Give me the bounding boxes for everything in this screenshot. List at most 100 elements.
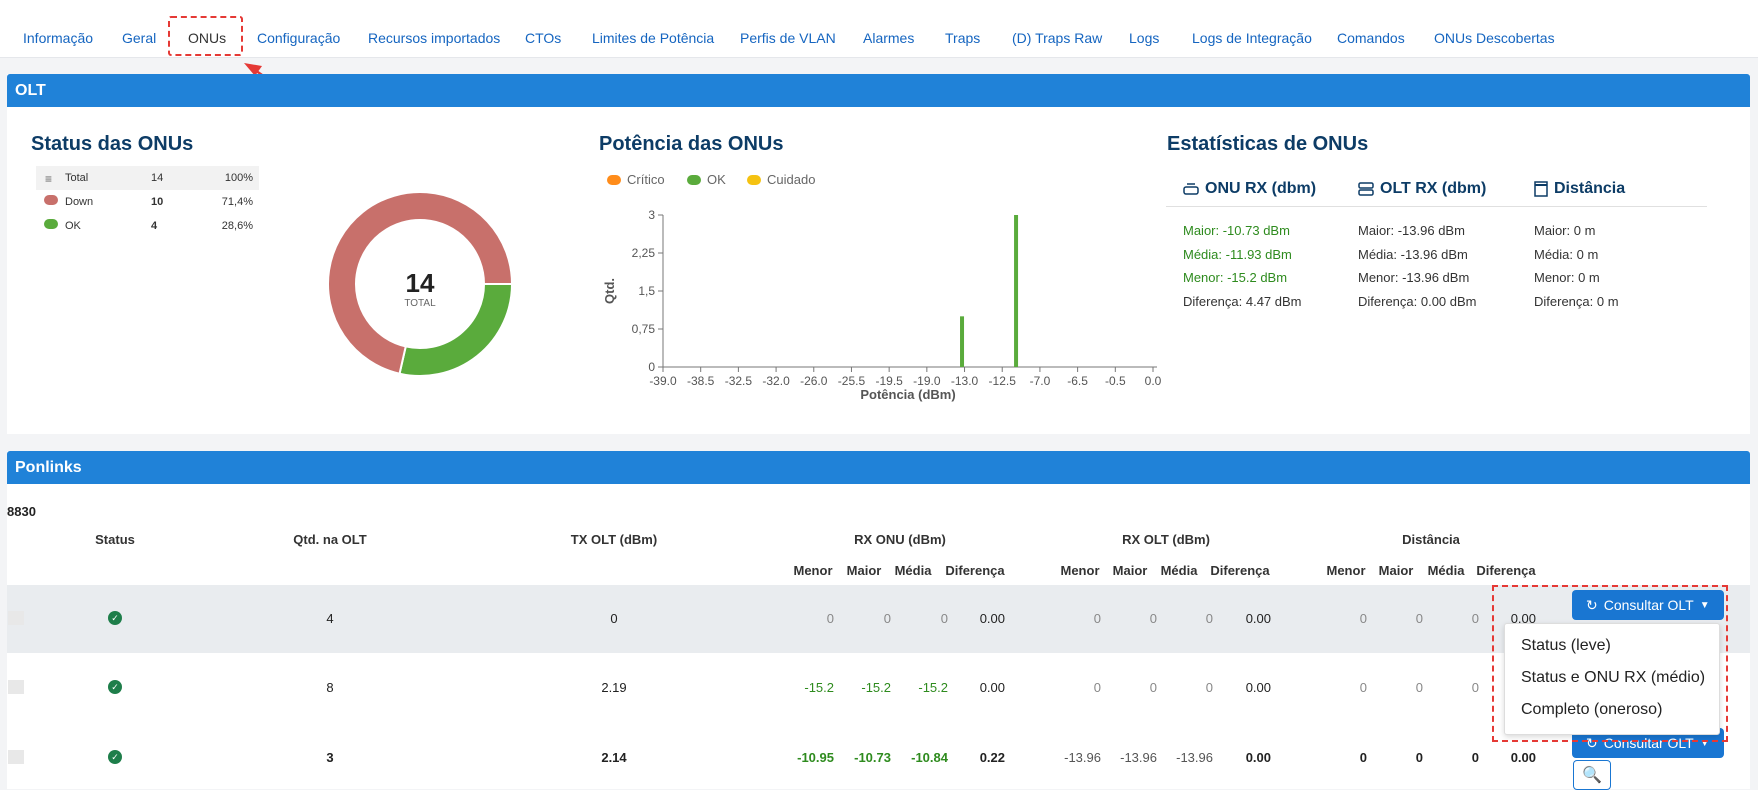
tab-ctos[interactable]: CTOs (525, 30, 562, 46)
sub-olt-menor: Menor (1060, 563, 1100, 578)
stat-media: Média: -13.96 dBm (1358, 246, 1468, 262)
legend-cuidado[interactable]: Cuidado (747, 172, 815, 187)
legend-row-ok[interactable]: OK 4 28,6% (36, 214, 259, 238)
stat-heading-label: Distância (1554, 180, 1626, 197)
cell-olt-maior: -13.96 (1120, 750, 1157, 765)
stats-divider (1166, 206, 1707, 207)
tab-traps[interactable]: Traps (945, 30, 981, 46)
x-tick-label: -19.5 (875, 374, 903, 388)
cuidado-color-dot (747, 174, 761, 185)
x-tick-label: -13.0 (951, 374, 979, 388)
x-tick-label: -26.0 (800, 374, 828, 388)
ponlinks-panel-title: Ponlinks (7, 451, 1750, 484)
power-bar[interactable] (1014, 215, 1019, 367)
potencia-onus-title: Potência das ONUs (599, 133, 784, 155)
cell-onu-maior: -15.2 (861, 680, 891, 695)
cell-olt-media: 0 (1205, 680, 1213, 695)
sub-olt-media: Média (1160, 563, 1198, 578)
cell-olt-dif: 0.00 (1245, 611, 1271, 626)
row-select[interactable] (8, 750, 24, 764)
menu-item-status-leve[interactable]: Status (leve) (1521, 637, 1611, 654)
status-ok-icon: ✓ (108, 680, 122, 694)
cell-olt-dif: 0.00 (1245, 750, 1271, 765)
button-label: Consultar OLT (1603, 735, 1694, 751)
status-donut-chart (327, 191, 513, 377)
menu-item-status-onu-rx[interactable]: Status e ONU RX (médio) (1521, 669, 1706, 686)
donut-slice-down[interactable] (327, 191, 513, 375)
row-select[interactable] (8, 680, 24, 694)
tab-configuracao[interactable]: Configuração (257, 30, 341, 46)
col-tx-olt: TX OLT (dBm) (570, 532, 658, 547)
consultar-olt-button[interactable]: ↻ Consultar OLT ▼ (1572, 590, 1724, 620)
tab-onus-descobertas[interactable]: ONUs Descobertas (1434, 30, 1555, 46)
y-tick-label: 1,5 (638, 284, 655, 298)
legend-ok[interactable]: OK (687, 172, 726, 187)
legend-pct: 71,4% (221, 196, 253, 208)
tab-alarmes[interactable]: Alarmes (863, 30, 915, 46)
cell-tx: 2.14 (601, 750, 627, 765)
cell-dist-maior: 0 (1415, 611, 1423, 626)
stat-diferenca: Diferença: 0.00 dBm (1358, 293, 1477, 309)
tab-traps-raw[interactable]: (D) Traps Raw (1012, 30, 1103, 46)
cell-olt-menor: -13.96 (1064, 750, 1101, 765)
tab-logs-de-integracao[interactable]: Logs de Integração (1192, 30, 1312, 46)
tab-perfis-de-vlan[interactable]: Perfis de VLAN (740, 30, 836, 46)
sub-olt-diferenca: Diferença (1210, 563, 1270, 578)
cell-qtd: 3 (326, 750, 334, 765)
stat-diferenca: Diferença: 0 m (1534, 293, 1619, 309)
tab-recursos-importados[interactable]: Recursos importados (368, 30, 501, 46)
cell-onu-maior: 0 (883, 611, 891, 626)
cell-onu-menor: -15.2 (804, 680, 834, 695)
dropdown-highlight-box (1492, 585, 1728, 742)
server-icon (1358, 182, 1374, 196)
legend-row-down[interactable]: Down 10 71,4% (36, 190, 259, 214)
cell-tx: 0 (610, 611, 618, 626)
table-row[interactable]: ✓ 3 2.14 -10.95 -10.73 -10.84 0.22 -13.9… (7, 724, 1750, 789)
cell-onu-dif: 0.00 (979, 611, 1005, 626)
tab-geral[interactable]: Geral (122, 30, 157, 46)
ruler-icon (1534, 181, 1548, 197)
cell-qtd: 8 (326, 680, 334, 695)
stat-media: Média: 0 m (1534, 246, 1599, 262)
cell-dist-dif: 0.00 (1510, 750, 1536, 765)
cell-dist-media: 0 (1471, 680, 1479, 695)
cell-dist-menor: 0 (1359, 680, 1367, 695)
tab-onus[interactable]: ONUs (188, 30, 227, 46)
sub-dist-media: Média (1427, 563, 1465, 578)
cell-qtd: 4 (326, 611, 334, 626)
table-row[interactable]: ✓ 4 0 0 0 0 0.00 0 0 0 0.00 0 0 0 0.00 (7, 585, 1750, 653)
table-row[interactable]: ✓ 8 2.19 -15.2 -15.2 -15.2 0.00 0 0 0 0.… (7, 654, 1750, 722)
legend-label: Crítico (627, 172, 665, 187)
x-tick-label: -32.0 (762, 374, 790, 388)
cell-dist-dif: 0.00 (1510, 611, 1536, 626)
legend-count: 10 (151, 196, 164, 208)
stat-media: Média: -11.93 dBm (1183, 246, 1292, 262)
ok-color-dot (687, 174, 701, 185)
search-detail-button[interactable]: 🔍 (1573, 760, 1611, 790)
power-bar[interactable] (960, 316, 965, 367)
cell-dist-menor: 0 (1359, 750, 1367, 765)
refresh-icon: ↻ (1586, 596, 1598, 613)
tab-informacao[interactable]: Informação (23, 30, 94, 46)
caret-down-icon: ▼ (1699, 599, 1710, 611)
cell-onu-menor: -10.95 (797, 750, 834, 765)
potencia-bar-chart: 0 0,75 1,5 2,25 3 -39.0 -38.5 -32.5 -32.0 -26.0 -2… (602, 208, 1162, 402)
tab-comandos[interactable]: Comandos (1337, 30, 1405, 46)
legend-critico[interactable]: Crítico (607, 172, 665, 187)
cell-onu-maior: -10.73 (854, 750, 891, 765)
button-label: Consultar OLT (1603, 597, 1694, 613)
stat-maior: Maior: -10.73 dBm (1183, 223, 1290, 238)
tab-logs[interactable]: Logs (1129, 30, 1160, 46)
zoom-icon: 🔍 (1582, 767, 1602, 784)
cell-olt-maior: 0 (1149, 611, 1157, 626)
stat-heading-label: OLT RX (dbm) (1380, 180, 1487, 197)
onu-rx-heading: ONU RX (dbm) (1183, 180, 1316, 198)
legend-row-total: ≡ Total 14 100% (36, 166, 259, 190)
col-status: Status (95, 532, 135, 547)
x-tick-label: -12.5 (989, 374, 1017, 388)
router-icon (1183, 183, 1199, 195)
row-select[interactable] (8, 611, 24, 625)
olt-panel: OLT (7, 74, 1750, 434)
tab-limites-de-potencia[interactable]: Limites de Potência (592, 30, 715, 46)
menu-item-completo[interactable]: Completo (oneroso) (1521, 701, 1663, 718)
